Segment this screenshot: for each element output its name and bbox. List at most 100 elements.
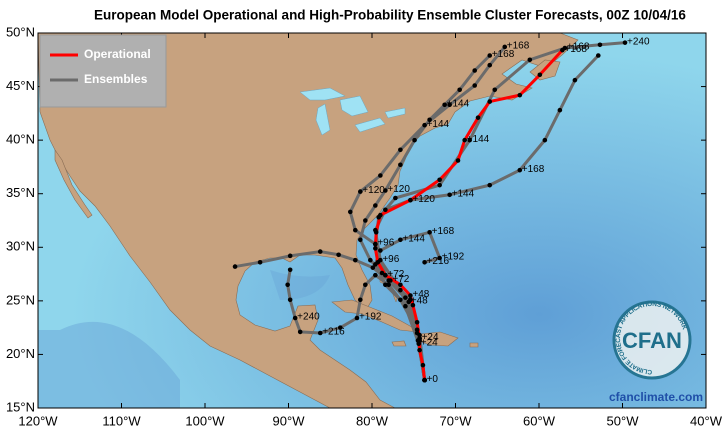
track-point — [358, 189, 363, 194]
track-point — [353, 257, 358, 263]
track-point — [422, 377, 427, 383]
x-tick-label: 40°W — [690, 413, 723, 428]
hour-label: +216 — [322, 327, 345, 338]
hour-label: +240 — [627, 36, 650, 47]
track-point — [442, 102, 447, 108]
axes: 120°W 110°W 100°W 90°W 80°W 70°W 60°W 50°W 40°W 1… — [6, 24, 723, 428]
track-point — [363, 282, 368, 288]
track-point — [363, 218, 368, 223]
x-tick-label: 80°W — [356, 413, 389, 428]
track-point — [373, 241, 378, 247]
track-point — [337, 325, 343, 330]
track-point — [354, 315, 360, 321]
map-title: European Model Operational and High-Prob… — [94, 8, 686, 23]
track-point — [408, 197, 413, 203]
great-lakes — [299, 87, 406, 136]
track-point — [622, 40, 628, 45]
hour-label: +168 — [522, 164, 545, 175]
track-point — [422, 122, 427, 128]
track-point — [455, 158, 461, 163]
track-point — [317, 249, 323, 254]
track-point — [414, 330, 420, 336]
track-point — [379, 270, 385, 276]
track-point — [517, 92, 523, 98]
track-point — [398, 237, 403, 243]
track-point — [317, 330, 323, 336]
track-point — [417, 336, 422, 341]
legend-label: Operational — [84, 47, 151, 61]
track-points — [232, 40, 628, 383]
track-point — [370, 265, 376, 270]
track-point — [373, 246, 378, 251]
track-point — [287, 297, 293, 303]
track-point — [410, 302, 416, 308]
y-tick-label: 15°N — [6, 399, 35, 414]
hour-label: +168 — [564, 44, 587, 55]
hour-label: +144 — [402, 233, 425, 244]
hour-label: +168 — [432, 226, 455, 237]
tracks: +48+24+192+216+240+72+120+144+168+96+144… — [232, 36, 650, 385]
hour-label: +144 — [447, 98, 470, 109]
track-point — [373, 272, 378, 278]
hispaniola — [419, 331, 459, 347]
track-point — [398, 287, 403, 293]
hour-label: +216 — [427, 256, 450, 267]
track-point — [408, 297, 413, 303]
track-point — [487, 53, 493, 58]
track-point — [347, 209, 353, 215]
x-tick-label: 70°W — [440, 413, 473, 428]
track-point — [557, 107, 563, 113]
track-point — [517, 167, 523, 173]
hour-labels: +48+24+192+216+240+72+120+144+168+96+144… — [297, 36, 650, 385]
track-point — [487, 182, 493, 188]
track-point — [398, 162, 403, 168]
legend-box — [39, 34, 167, 108]
track-point — [373, 229, 379, 235]
hour-label: +72 — [392, 274, 409, 285]
hour-label: +96 — [377, 238, 394, 249]
x-tick-label: 60°W — [523, 413, 556, 428]
track-point — [572, 77, 578, 83]
track-point — [353, 227, 358, 233]
track-point — [383, 188, 388, 193]
hour-label: +48 — [412, 289, 429, 300]
track-point — [403, 295, 408, 300]
track-point — [487, 99, 493, 104]
track-point — [378, 212, 383, 218]
track-point — [287, 267, 293, 273]
track-point — [420, 362, 426, 368]
track-point — [422, 259, 427, 265]
hour-label: +192 — [442, 252, 465, 263]
track-point — [386, 282, 392, 288]
logo-ring — [612, 300, 692, 380]
track-point — [232, 264, 238, 269]
x-tick-label: 50°W — [607, 413, 640, 428]
track-point — [427, 117, 432, 123]
y-tick-label: 30°N — [6, 239, 35, 254]
track-point — [472, 68, 478, 73]
hour-label: +24 — [422, 332, 439, 343]
y-tick-label: 25°N — [6, 292, 35, 307]
track-point — [412, 137, 417, 143]
hour-label: +0 — [427, 374, 439, 385]
track-point — [383, 207, 388, 213]
track-point — [287, 253, 293, 259]
hour-label: +120 — [412, 194, 435, 205]
track-point — [292, 315, 298, 321]
track-point — [437, 177, 442, 183]
track-point — [297, 329, 303, 335]
logo: CLIMATE FORECAST APPLICATIONS NETWORK CF… — [609, 300, 703, 404]
track-point — [383, 282, 388, 288]
y-tick-label: 20°N — [6, 346, 35, 361]
hour-label: +168 — [507, 41, 530, 52]
track-point — [388, 278, 393, 283]
hour-label: +120 — [362, 185, 385, 196]
track-point — [560, 47, 565, 53]
x-tick-label: 120°W — [18, 413, 58, 428]
legend: Operational Ensembles — [39, 34, 167, 108]
islands — [391, 340, 479, 348]
track-point — [403, 303, 408, 309]
track-point — [408, 293, 413, 298]
y-tick-label: 40°N — [6, 132, 35, 147]
track-point — [475, 115, 481, 120]
